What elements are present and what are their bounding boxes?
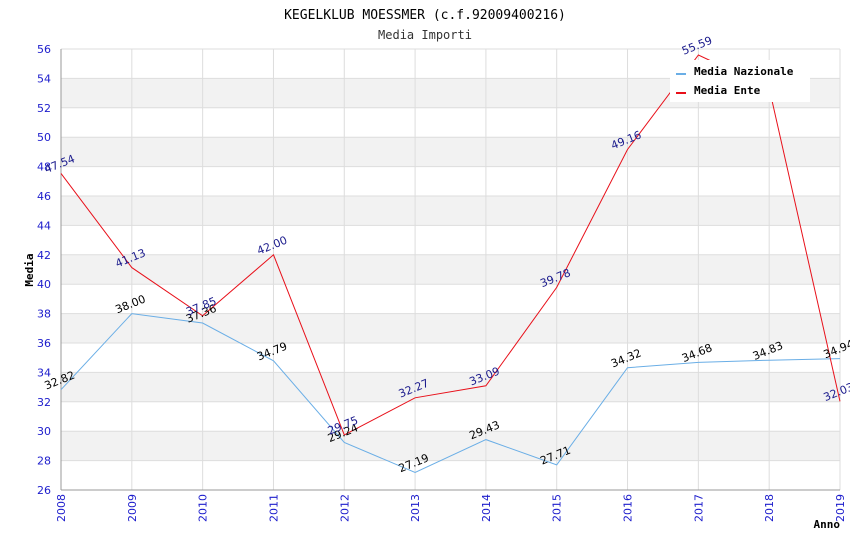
x-tick-label: 2016 [622,494,635,522]
y-tick-label: 28 [37,455,51,468]
x-tick-label: 2012 [338,494,351,522]
y-tick-label: 40 [37,278,51,291]
x-tick-label: 2019 [834,494,847,522]
grid-band [61,372,840,402]
axes [60,49,840,491]
y-tick-label: 46 [37,190,51,203]
x-tick-label: 2018 [763,494,776,522]
grid-band [61,137,840,167]
x-tick-label: 2010 [197,494,210,522]
y-tick-label: 38 [37,308,51,321]
data-label: 34.68 [680,341,714,365]
y-tick-label: 34 [37,366,51,379]
grid-band [61,313,840,343]
y-tick-label: 50 [37,131,51,144]
data-label: 38.00 [113,292,147,316]
grid-band [61,196,840,226]
x-axis-label: Anno [814,518,841,531]
grid-bands [61,78,840,461]
x-tick-label: 2014 [480,494,493,522]
data-label: 55.59 [680,34,714,58]
x-tick-label: 2011 [267,494,280,522]
y-tick-label: 30 [37,425,51,438]
data-label: 42.00 [255,234,289,258]
y-tick-labels: 26 28 30 32 34 36 38 40 42 44 46 48 50 52 54 56 [37,43,51,497]
y-tick-label: 44 [37,219,51,232]
y-axis-label: Media [23,253,36,286]
y-tick-label: 36 [37,337,51,350]
data-label: 47.54 [43,152,77,176]
legend-entry: Media Nazionale [694,65,794,78]
chart-subtitle: Media Importi [378,28,472,42]
y-tick-label: 52 [37,102,51,115]
chart-title: KEGELKLUB MOESSMER (c.f.92009400216) [284,8,566,23]
x-tick-label: 2015 [551,494,564,522]
y-tick-label: 48 [37,161,51,174]
x-tick-label: 2017 [692,494,705,522]
y-tick-label: 54 [37,72,51,85]
x-tick-labels: 2008 2009 2010 2011 2012 2013 2014 2015 2016 2017… [55,494,847,522]
y-tick-label: 32 [37,396,51,409]
y-tick-label: 42 [37,249,51,262]
series-line-0 [60,313,841,474]
grid-band [61,254,840,285]
x-tick-label: 2008 [55,494,68,522]
legend-box [670,60,810,102]
x-tick-label: 2013 [409,494,422,522]
legend-entry: Media Ente [694,84,761,97]
y-tick-label: 56 [37,43,51,56]
x-tick-label: 2009 [126,494,139,522]
y-tick-label: 26 [37,484,51,497]
legend: Media Nazionale Media Ente [670,60,810,102]
